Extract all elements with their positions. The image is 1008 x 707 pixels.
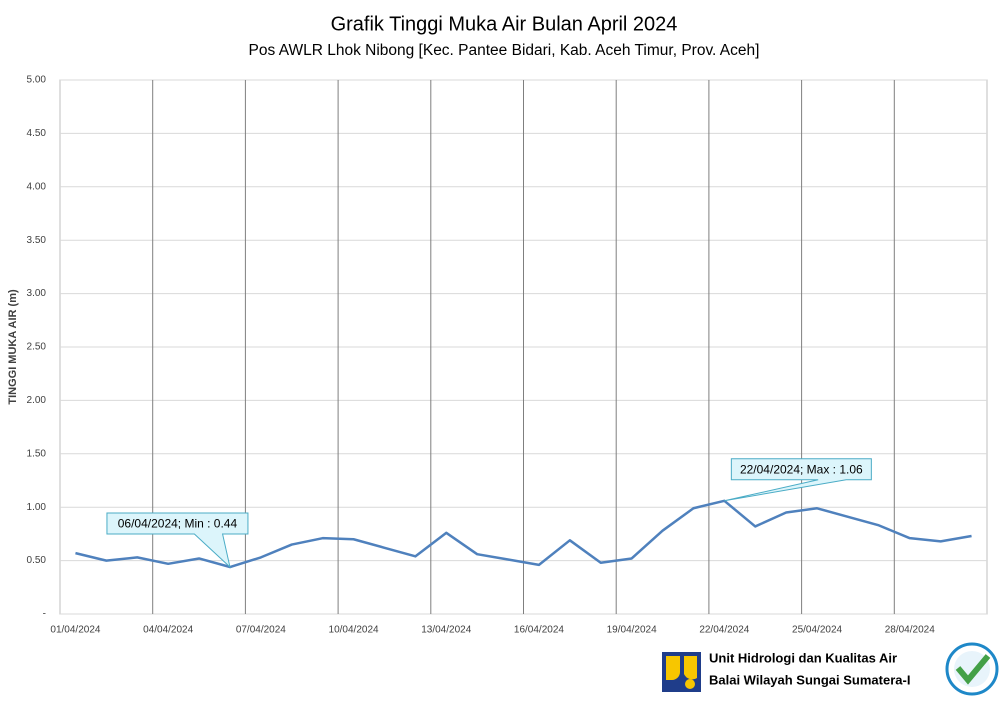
x-tick-label: 04/04/2024 <box>143 625 193 636</box>
chart-subtitle: Pos AWLR Lhok Nibong [Kec. Pantee Bidari… <box>249 42 760 59</box>
x-tick-label: 13/04/2024 <box>421 625 471 636</box>
y-axis-label: TINGGI MUKA AIR (m) <box>7 289 19 405</box>
y-tick-label: 1.50 <box>27 448 47 459</box>
y-tick-label: 3.00 <box>27 288 47 299</box>
callout <box>106 512 249 569</box>
x-tick-label: 25/04/2024 <box>792 625 842 636</box>
x-tick-label: 07/04/2024 <box>236 625 286 636</box>
y-tick-label: 2.00 <box>27 395 47 406</box>
x-tick-label: 01/04/2024 <box>50 625 100 636</box>
chart-title: Grafik Tinggi Muka Air Bulan April 2024 <box>331 13 678 35</box>
y-tick-label: 3.50 <box>27 235 47 246</box>
x-tick-label: 28/04/2024 <box>885 625 935 636</box>
x-tick-label: 19/04/2024 <box>607 625 657 636</box>
annotation: 06/04/2024; Min : 0.44 <box>118 517 238 531</box>
footer-logo <box>662 652 701 692</box>
y-tick-label: 4.00 <box>27 181 47 192</box>
y-tick-label: - <box>43 609 46 620</box>
y-tick-label: 5.00 <box>27 75 47 86</box>
data-line <box>75 499 972 569</box>
footer-line: Balai Wilayah Sungai Sumatera-I <box>709 672 910 687</box>
y-tick-label: 0.50 <box>27 555 47 566</box>
callout <box>724 458 872 502</box>
certification-badge <box>945 642 999 696</box>
x-tick-label: 22/04/2024 <box>699 625 749 636</box>
footer-line: Unit Hidrologi dan Kualitas Air <box>709 650 897 665</box>
y-tick-label: 2.50 <box>27 342 47 353</box>
y-tick-label: 4.50 <box>27 128 47 139</box>
x-tick-label: 10/04/2024 <box>329 625 379 636</box>
annotation: 22/04/2024; Max : 1.06 <box>740 462 863 476</box>
y-tick-label: 1.00 <box>27 502 47 513</box>
x-tick-label: 16/04/2024 <box>514 625 564 636</box>
